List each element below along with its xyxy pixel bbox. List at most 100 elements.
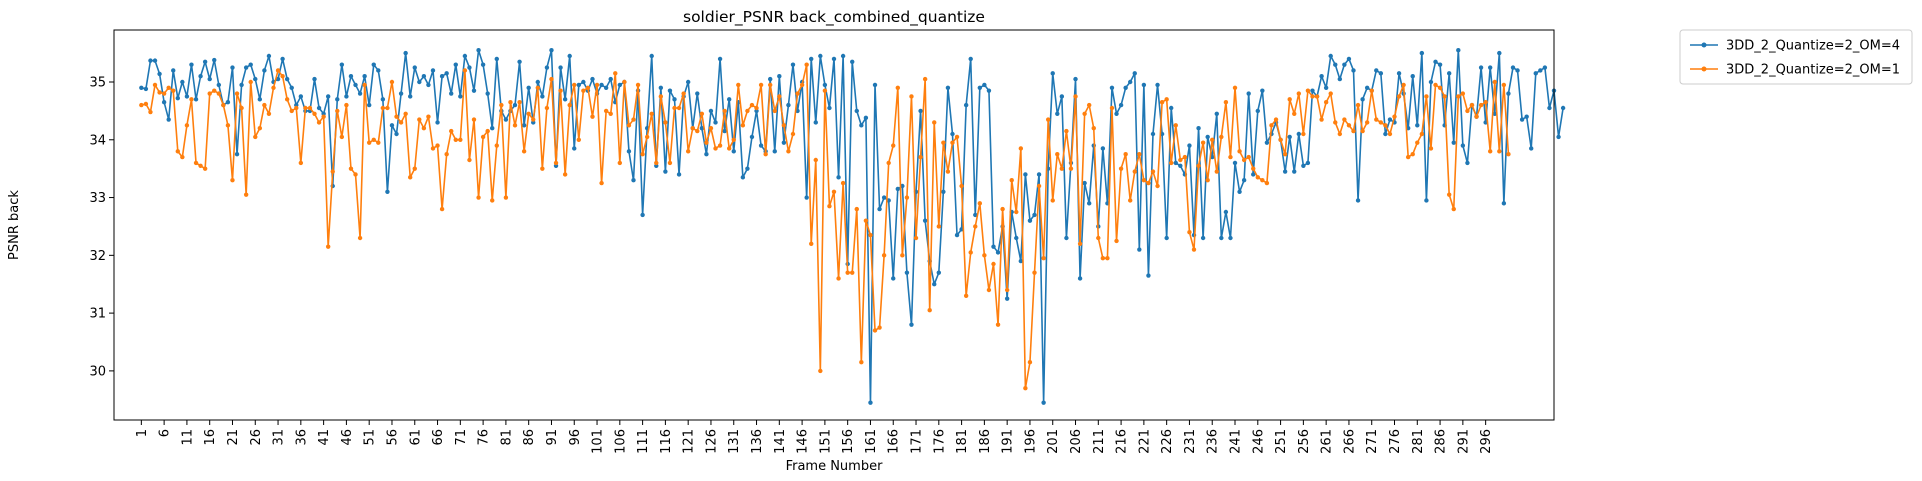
data-point bbox=[1096, 235, 1101, 241]
x-tick-label: 161 bbox=[864, 429, 879, 454]
data-point bbox=[1305, 160, 1311, 166]
x-tick-label: 96 bbox=[568, 429, 583, 446]
data-point bbox=[1419, 50, 1425, 56]
data-point bbox=[193, 160, 199, 166]
data-point bbox=[995, 250, 1001, 255]
data-point bbox=[421, 74, 427, 79]
data-point bbox=[1301, 163, 1306, 168]
data-point bbox=[1269, 123, 1274, 128]
data-point bbox=[444, 152, 449, 157]
data-point bbox=[804, 195, 809, 200]
data-point bbox=[1328, 53, 1333, 59]
data-point bbox=[1187, 143, 1192, 148]
data-point bbox=[777, 74, 782, 79]
data-point bbox=[221, 102, 226, 108]
data-point bbox=[1287, 97, 1292, 102]
data-point bbox=[649, 111, 654, 116]
data-point bbox=[809, 241, 814, 246]
data-point bbox=[831, 189, 837, 194]
data-point bbox=[189, 62, 194, 67]
data-point bbox=[166, 85, 171, 90]
data-point bbox=[854, 206, 859, 212]
data-point bbox=[1323, 100, 1329, 105]
data-point bbox=[312, 76, 317, 82]
data-point bbox=[435, 143, 440, 148]
data-point bbox=[348, 74, 354, 79]
data-point bbox=[1004, 296, 1010, 301]
data-point bbox=[1364, 85, 1370, 90]
data-point bbox=[1456, 48, 1461, 53]
data-point bbox=[1118, 166, 1124, 171]
data-point bbox=[1415, 140, 1420, 145]
data-point bbox=[768, 82, 773, 88]
data-point bbox=[895, 85, 900, 90]
data-point bbox=[590, 76, 595, 82]
data-point bbox=[758, 82, 764, 88]
data-point bbox=[316, 120, 322, 125]
data-point bbox=[1378, 71, 1384, 76]
data-point bbox=[872, 328, 878, 333]
x-tick-label: 226 bbox=[1160, 429, 1175, 454]
data-point bbox=[836, 175, 841, 180]
data-point bbox=[1032, 212, 1037, 218]
data-point bbox=[1374, 68, 1379, 73]
data-point bbox=[1387, 117, 1393, 122]
data-point bbox=[1524, 114, 1529, 119]
data-point bbox=[1333, 120, 1338, 125]
data-point bbox=[1077, 276, 1083, 281]
data-point bbox=[544, 65, 550, 70]
x-tick-label: 176 bbox=[932, 429, 947, 454]
data-point bbox=[494, 56, 499, 62]
data-point bbox=[1323, 85, 1329, 90]
data-point bbox=[171, 88, 176, 93]
data-point bbox=[202, 166, 208, 171]
x-tick-label: 286 bbox=[1434, 429, 1449, 454]
data-point bbox=[1041, 256, 1046, 261]
data-point bbox=[1000, 206, 1005, 212]
data-point bbox=[430, 146, 436, 151]
x-tick-label: 246 bbox=[1251, 429, 1266, 454]
data-point bbox=[786, 102, 791, 108]
data-point bbox=[649, 53, 654, 59]
data-point bbox=[499, 102, 504, 108]
data-point bbox=[845, 270, 850, 275]
data-point bbox=[959, 183, 964, 189]
data-point bbox=[1036, 183, 1042, 189]
data-point bbox=[1027, 218, 1033, 223]
x-tick-label: 66 bbox=[431, 429, 446, 446]
data-point bbox=[786, 149, 791, 154]
data-point bbox=[576, 82, 582, 88]
data-point bbox=[749, 102, 755, 108]
x-tick-label: 1 bbox=[135, 429, 150, 437]
data-point bbox=[982, 82, 987, 88]
x-tick-label: 181 bbox=[955, 429, 970, 454]
data-point bbox=[207, 76, 212, 82]
data-point bbox=[685, 79, 691, 85]
data-point bbox=[184, 123, 190, 128]
data-point bbox=[471, 88, 477, 93]
x-tick-label: 106 bbox=[613, 429, 628, 454]
x-tick-label: 236 bbox=[1206, 429, 1221, 454]
data-point bbox=[380, 97, 386, 102]
data-point bbox=[945, 169, 951, 174]
data-point bbox=[608, 76, 613, 82]
data-point bbox=[444, 71, 449, 76]
data-point bbox=[1077, 241, 1083, 246]
data-point bbox=[804, 62, 809, 67]
data-point bbox=[1105, 256, 1110, 261]
x-tick-label: 71 bbox=[454, 429, 469, 446]
data-point bbox=[490, 198, 495, 203]
x-tick-label: 216 bbox=[1115, 429, 1130, 454]
data-point bbox=[877, 206, 882, 212]
data-point bbox=[1155, 183, 1160, 189]
x-tick-label: 101 bbox=[591, 429, 606, 454]
data-point bbox=[1232, 85, 1238, 90]
data-point bbox=[1246, 91, 1251, 96]
data-point bbox=[307, 105, 313, 111]
data-point bbox=[1237, 189, 1242, 194]
data-point bbox=[749, 134, 755, 140]
data-point bbox=[704, 152, 709, 157]
data-point bbox=[827, 105, 832, 111]
data-point bbox=[262, 102, 267, 108]
